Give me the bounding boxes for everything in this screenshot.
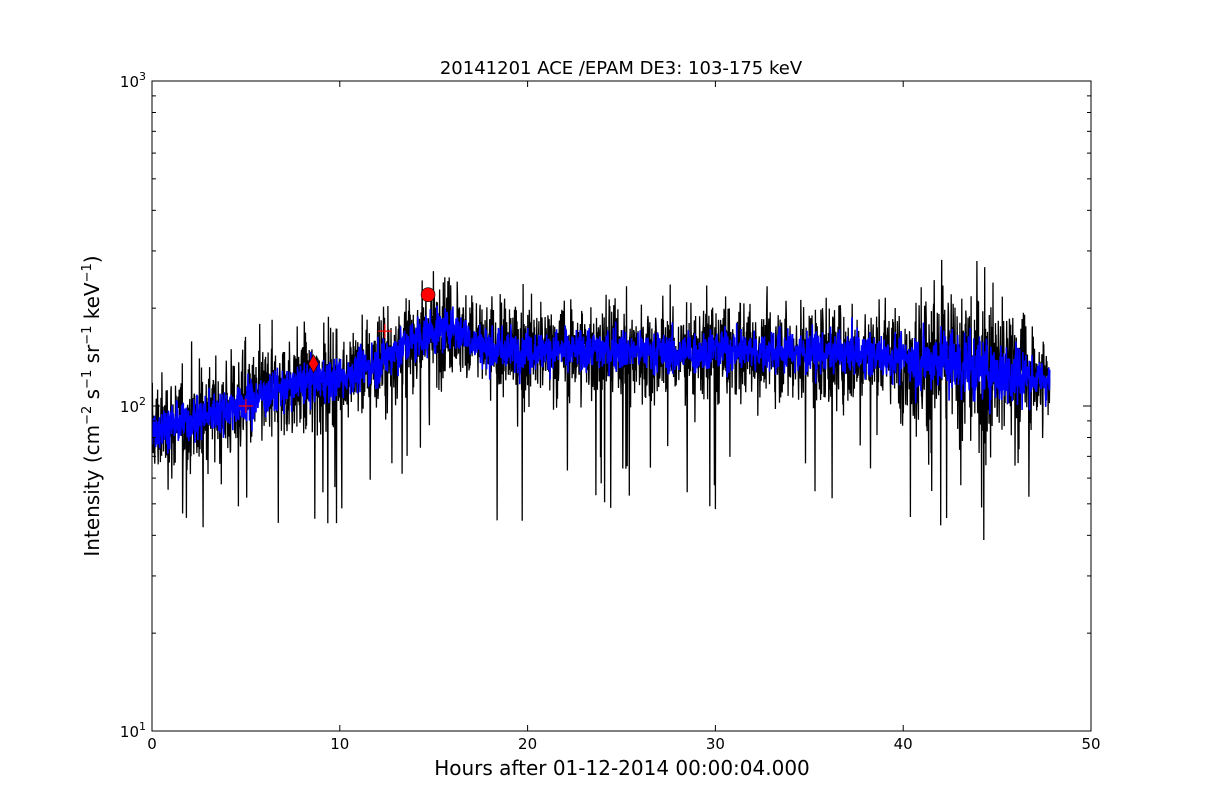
y-tick-label: 102	[120, 395, 146, 416]
x-tick-label: 40	[894, 735, 913, 753]
y-label-prefix: Intensity (cm	[80, 425, 104, 557]
x-tick-label: 20	[518, 735, 537, 753]
x-axis-label: Hours after 01-12-2014 00:00:04.000	[434, 756, 810, 780]
event-marker-plus-2	[377, 324, 392, 339]
y-label-suffix: )	[80, 255, 104, 263]
x-tick-label: 30	[706, 735, 725, 753]
y-tick-label: 103	[120, 70, 146, 91]
x-tick-label: 10	[330, 735, 349, 753]
event-marker-plus-0	[238, 399, 253, 413]
chart-title: 20141201 ACE /EPAM DE3: 103-175 keV	[440, 58, 803, 79]
y-axis-label: Intensity (cm−2 s−1 sr−1 keV−1)	[80, 255, 104, 556]
axes: 0 10 20 30 40 50 101 102 103	[120, 70, 1101, 753]
plot-area	[152, 259, 1051, 541]
y-label-sup-s: −1	[80, 370, 95, 389]
y-label-s: s	[80, 389, 104, 406]
y-label-sup-cm: −2	[80, 406, 95, 425]
x-tick-label: 0	[147, 735, 157, 753]
y-label-kev: keV	[80, 282, 104, 326]
event-marker-circle-3	[420, 287, 436, 303]
event-marker-diamond-1	[308, 354, 319, 374]
x-tick-label: 50	[1081, 735, 1100, 753]
y-label-sup-kev: −1	[80, 263, 95, 282]
y-label-sr: sr	[80, 344, 104, 370]
y-label-sup-sr: −1	[80, 326, 95, 345]
series-smoothed-line	[152, 305, 1051, 454]
y-tick-label: 101	[120, 720, 146, 741]
